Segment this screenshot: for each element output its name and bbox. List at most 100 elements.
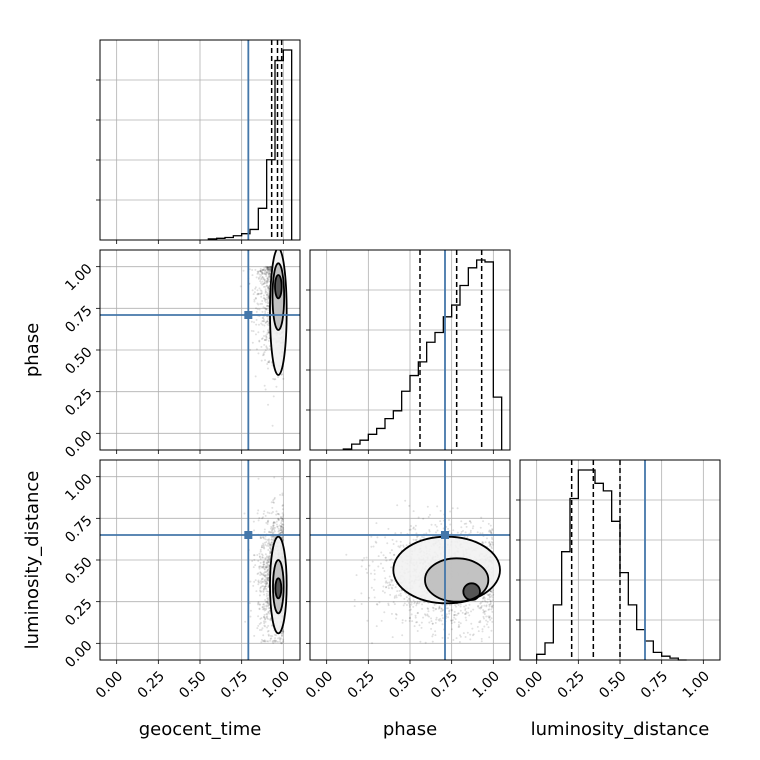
- scatter-point: [488, 616, 491, 619]
- scatter-point: [259, 275, 262, 278]
- scatter-point: [281, 512, 284, 515]
- scatter-point: [373, 569, 376, 572]
- scatter-point: [275, 513, 278, 516]
- scatter-point: [267, 629, 270, 632]
- scatter-point: [270, 538, 273, 541]
- scatter-point: [488, 616, 491, 619]
- scatter-point: [279, 529, 282, 532]
- scatter-point: [281, 641, 284, 644]
- scatter-point: [492, 593, 495, 596]
- scatter-point: [483, 596, 486, 599]
- scatter-point: [256, 512, 259, 515]
- scatter-point: [254, 268, 257, 271]
- scatter-point: [428, 529, 431, 532]
- scatter-point: [484, 610, 487, 613]
- scatter-point: [490, 629, 493, 632]
- scatter-point: [265, 565, 268, 568]
- scatter-point: [453, 621, 456, 624]
- scatter-point: [265, 275, 268, 278]
- scatter-point: [267, 519, 270, 522]
- scatter-point: [267, 561, 270, 564]
- scatter-point: [263, 613, 266, 616]
- scatter-point: [266, 568, 269, 571]
- scatter-point: [264, 538, 267, 541]
- scatter-point: [390, 580, 393, 583]
- scatter-point: [470, 622, 473, 625]
- scatter-point: [264, 349, 267, 352]
- scatter-point: [265, 566, 268, 569]
- scatter-point: [441, 614, 444, 617]
- scatter-point: [264, 601, 267, 604]
- scatter-point: [482, 596, 485, 599]
- scatter-point: [275, 640, 278, 643]
- scatter-point: [428, 615, 431, 618]
- scatter-point: [269, 543, 272, 546]
- scatter-point: [448, 633, 451, 636]
- scatter-point: [267, 315, 270, 318]
- scatter-point: [485, 537, 488, 540]
- scatter-point: [438, 605, 441, 608]
- scatter-point: [393, 603, 396, 606]
- scatter-point: [265, 605, 268, 608]
- scatter-point: [479, 602, 482, 605]
- scatter-point: [416, 611, 419, 614]
- scatter-point: [264, 273, 267, 276]
- scatter-point: [385, 580, 388, 583]
- y-tick-label: 0.00: [62, 428, 95, 461]
- scatter-point: [269, 548, 272, 551]
- scatter-point: [254, 297, 257, 300]
- scatter-point: [489, 590, 492, 593]
- scatter-point: [485, 619, 488, 622]
- scatter-point: [266, 281, 269, 284]
- scatter-point: [461, 611, 464, 614]
- scatter-point: [491, 538, 494, 541]
- scatter-point: [416, 621, 419, 624]
- contour-line: [272, 559, 285, 615]
- scatter-point: [418, 600, 421, 603]
- scatter-point: [262, 572, 265, 575]
- scatter-point: [483, 597, 486, 600]
- scatter-point: [490, 608, 493, 611]
- scatter-point: [266, 286, 269, 289]
- scatter-point: [266, 555, 269, 558]
- scatter-point: [267, 270, 270, 273]
- scatter-point: [252, 293, 255, 296]
- scatter-point: [281, 632, 284, 635]
- scatter-point: [453, 616, 456, 619]
- scatter-point: [261, 276, 264, 279]
- scatter-point: [266, 271, 269, 274]
- scatter-point: [249, 609, 252, 612]
- scatter-point: [257, 602, 260, 605]
- scatter-point: [268, 359, 271, 362]
- scatter-point: [393, 596, 396, 599]
- scatter-point: [416, 600, 419, 603]
- scatter-point: [281, 523, 284, 526]
- scatter-point: [487, 522, 490, 525]
- scatter-point: [267, 295, 270, 298]
- scatter-point: [387, 587, 390, 590]
- scatter-point: [483, 604, 486, 607]
- scatter-point: [261, 271, 264, 274]
- scatter-point: [266, 579, 269, 582]
- scatter-point: [390, 586, 393, 589]
- scatter-point: [278, 529, 281, 532]
- scatter-point: [267, 549, 270, 552]
- scatter-point: [266, 600, 269, 603]
- scatter-point: [408, 601, 411, 604]
- scatter-point: [447, 518, 450, 521]
- scatter-point: [265, 570, 268, 573]
- scatter-point: [463, 522, 466, 525]
- scatter-point: [265, 284, 268, 287]
- scatter-point: [469, 520, 472, 523]
- scatter-point: [267, 272, 270, 275]
- scatter-point: [434, 608, 437, 611]
- scatter-point: [266, 265, 269, 268]
- scatter-point: [259, 282, 262, 285]
- scatter-point: [259, 302, 262, 305]
- scatter-point: [266, 305, 269, 308]
- scatter-point: [249, 580, 252, 583]
- scatter-point: [258, 566, 261, 569]
- scatter-point: [267, 610, 270, 613]
- scatter-point: [383, 611, 386, 614]
